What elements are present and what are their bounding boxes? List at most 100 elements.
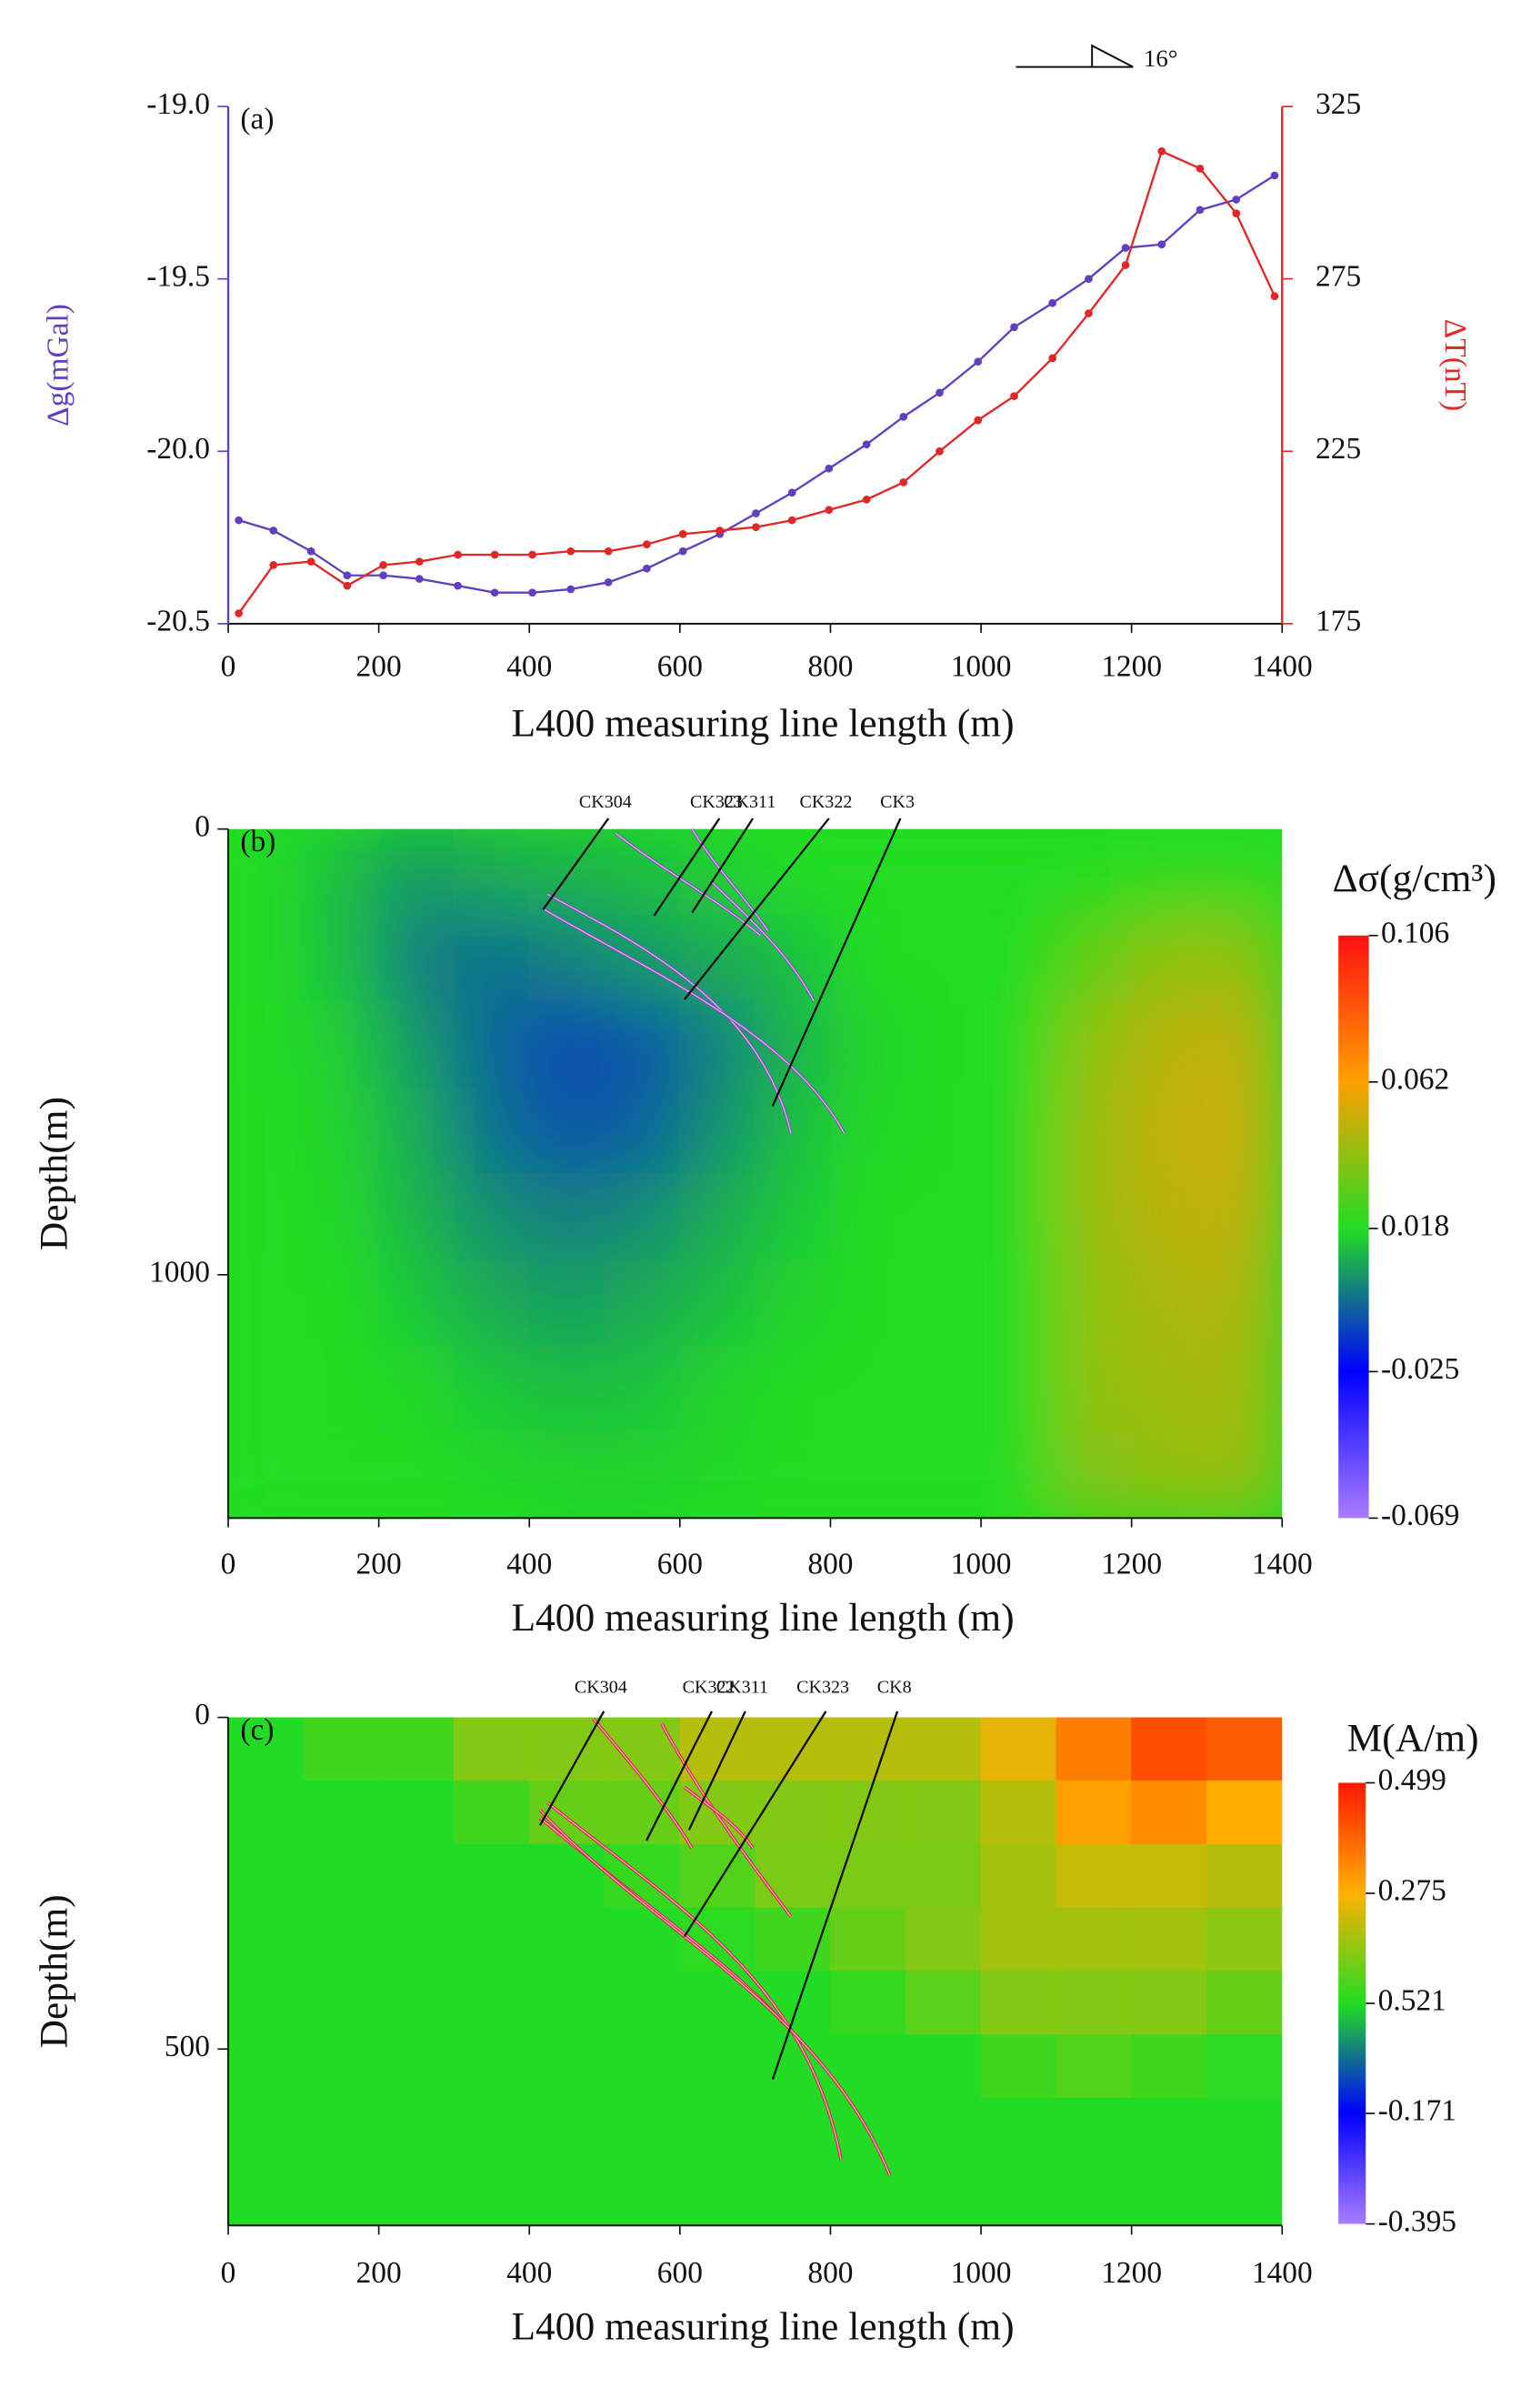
point [343,581,352,590]
colorbar-tick-label: -0.025 [1381,1352,1459,1386]
borehole-label: CK3 [880,792,915,812]
cell [1056,1173,1133,1260]
fault-core [546,1801,842,2161]
cell [303,1907,380,1972]
x-tick-label: 400 [506,2256,552,2290]
point [1010,392,1018,400]
point [454,581,462,590]
y-axis-title: Depth(m) [33,1894,76,2048]
cell [303,1000,380,1089]
borehole [771,1711,899,2081]
cell [303,1345,380,1433]
cell [378,1431,455,1519]
cell [829,828,906,916]
x-axis-title: L400 measuring line length (m) [511,2305,1014,2349]
cell [378,828,455,916]
point [1048,354,1057,363]
panel-label: (a) [240,102,274,135]
fault-core [661,1722,792,1918]
cell [528,1259,605,1347]
cell [1131,1000,1207,1089]
point [604,547,613,556]
cell [829,2161,906,2226]
point [269,561,278,569]
cell [679,1971,756,2036]
cell [829,914,906,1002]
cell [1131,914,1207,1002]
point [1048,298,1057,307]
point [752,509,760,517]
panel-label: (b) [240,825,275,858]
cell [228,1345,305,1433]
cell [980,2034,1057,2100]
cell [1206,828,1283,916]
series-line [237,149,1276,615]
cell [1056,1717,1133,1781]
y2-tick-label: 325 [1316,87,1361,121]
cell [980,1345,1057,1433]
borehole-label: CK8 [877,1677,912,1697]
cell [528,1173,605,1260]
cell [604,1717,681,1781]
y2-tick-label: 225 [1316,432,1361,466]
y-axis-title: Depth(m) [33,1097,76,1250]
borehole [683,818,830,1000]
cell [303,1843,380,1909]
cell [453,1843,530,1909]
cell [528,828,605,916]
cell [1131,1843,1207,1909]
cell [905,1259,982,1347]
cell [604,2034,681,2100]
cell [1206,1431,1283,1519]
cell [905,2034,982,2100]
cell [755,1431,831,1519]
cell [905,1971,982,2036]
y2-tick-label: 175 [1316,605,1361,638]
borehole [645,1711,714,1841]
cell [453,1087,530,1175]
borehole-label: CK323 [796,1677,849,1697]
point [454,550,462,559]
annotation: 16° [1144,45,1177,72]
point [678,529,687,538]
cell [1056,1259,1133,1347]
cell [1206,1259,1283,1347]
cell [1131,1971,1207,2036]
colorbar-tick-label: 0.106 [1381,916,1449,949]
cell [829,1345,906,1433]
cell [228,1173,305,1260]
fault-core [711,881,815,1002]
cell [303,914,380,1002]
point [235,609,243,617]
cell [980,1000,1057,1089]
cell [303,1173,380,1260]
y-tick-label: -19.0 [146,87,210,121]
cell [378,1843,455,1909]
cell [679,1173,756,1260]
cell [228,1843,305,1909]
borehole-label: CK304 [579,792,632,812]
cell [829,1259,906,1347]
borehole [687,1711,746,1831]
cell [378,2034,455,2100]
cells [228,828,1283,1519]
point [1232,209,1241,217]
cell [905,1717,982,1781]
point [974,357,983,366]
fault-core [544,908,846,1134]
cell [378,1259,455,1347]
cell [1131,1259,1207,1347]
cell [1056,1000,1133,1089]
y2-tick-label: 275 [1316,259,1361,293]
point [235,516,243,525]
cell [453,1907,530,1972]
cell [755,1259,831,1347]
cell [228,1259,305,1347]
cell [755,2098,831,2162]
cell [453,914,530,1002]
cell [1206,1345,1283,1433]
cell [453,1000,530,1089]
point [604,577,613,587]
point [936,388,944,397]
cell [228,1780,305,1845]
